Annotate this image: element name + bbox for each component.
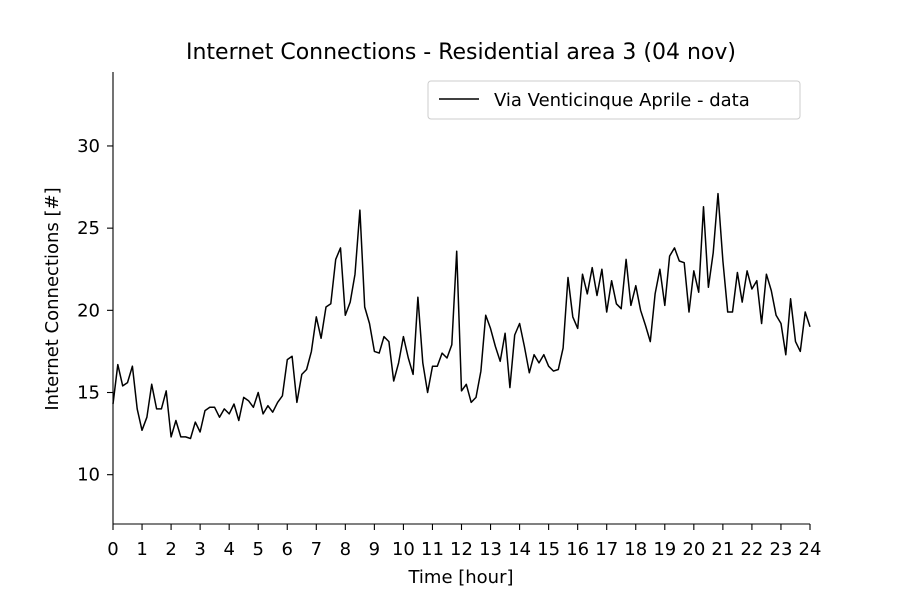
x-tick-label: 2 [165, 539, 176, 560]
x-tick-label: 3 [194, 539, 205, 560]
legend-frame [427, 80, 801, 120]
x-tick-label: 23 [770, 539, 793, 560]
y-tick-label: 20 [77, 300, 100, 321]
x-axis-ticks: 0 1 2 3 4 5 6 7 8 9 10 11 12 13 14 15 16 17 18 19 20 21 22 23 24 [107, 524, 821, 560]
x-tick-label: 5 [252, 539, 263, 560]
x-axis-label: Time [hour] [407, 567, 513, 588]
y-axis-label: Internet Connections [#] [42, 187, 63, 410]
x-tick-label: 9 [369, 539, 380, 560]
y-axis-ticks: 10 15 20 25 30 [77, 136, 113, 486]
x-tick-label: 0 [107, 539, 118, 560]
legend: Via Venticinque Aprile - data [427, 80, 801, 120]
x-tick-label: 18 [624, 539, 647, 560]
y-tick-label: 25 [77, 218, 100, 239]
y-tick-label: 10 [77, 465, 100, 486]
x-tick-label: 7 [311, 539, 322, 560]
chart-title: Internet Connections - Residential area … [186, 40, 736, 65]
x-tick-label: 12 [450, 539, 473, 560]
x-tick-label: 19 [653, 539, 676, 560]
x-tick-label: 16 [566, 539, 589, 560]
x-tick-label: 24 [799, 539, 822, 560]
x-tick-label: 22 [740, 539, 763, 560]
series-layer [112, 192, 811, 440]
y-tick-label: 30 [77, 136, 100, 157]
series-line [112, 192, 811, 440]
y-tick-label: 15 [77, 383, 100, 404]
x-tick-label: 15 [537, 539, 560, 560]
x-tick-label: 1 [136, 539, 147, 560]
x-tick-label: 11 [421, 539, 444, 560]
x-tick-label: 13 [479, 539, 502, 560]
x-tick-label: 14 [508, 539, 531, 560]
x-tick-label: 20 [682, 539, 705, 560]
x-tick-label: 17 [595, 539, 618, 560]
x-tick-label: 4 [223, 539, 234, 560]
x-tick-label: 21 [711, 539, 734, 560]
x-tick-label: 8 [340, 539, 351, 560]
x-tick-label: 6 [282, 539, 293, 560]
legend-label: Via Venticinque Aprile - data [494, 90, 750, 111]
x-tick-label: 10 [392, 539, 415, 560]
